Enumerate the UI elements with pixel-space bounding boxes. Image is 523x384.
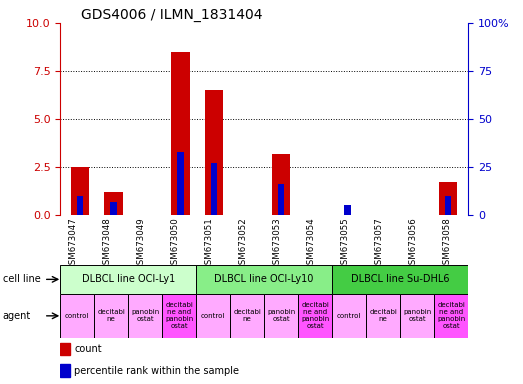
Text: GSM673048: GSM673048 (102, 217, 111, 270)
Bar (177, 152, 184, 215)
Text: GSM673058: GSM673058 (442, 217, 451, 270)
Text: control: control (65, 313, 89, 319)
Bar (162, 294, 196, 338)
Text: GSM673051: GSM673051 (204, 217, 213, 270)
Bar (211, 163, 217, 215)
Bar (345, 205, 351, 215)
Text: panobin
ostat: panobin ostat (403, 310, 431, 322)
Text: GSM673047: GSM673047 (68, 217, 77, 270)
Bar (60, 294, 94, 338)
Bar (94, 294, 128, 338)
Bar (60, 265, 196, 294)
Text: GSM673049: GSM673049 (136, 217, 145, 270)
Bar (196, 265, 332, 294)
Bar (128, 294, 162, 338)
Bar (434, 294, 468, 338)
Text: GSM673054: GSM673054 (306, 217, 315, 270)
Text: decitabi
ne: decitabi ne (233, 310, 261, 322)
Bar (298, 294, 332, 338)
Bar (110, 202, 117, 215)
Text: panobin
ostat: panobin ostat (267, 310, 295, 322)
Text: control: control (201, 313, 225, 319)
Text: decitabi
ne: decitabi ne (97, 310, 125, 322)
Bar (60, 364, 70, 377)
Bar (71, 167, 89, 215)
Text: decitabi
ne and
panobin
ostat: decitabi ne and panobin ostat (437, 302, 465, 329)
Text: DLBCL line OCI-Ly1: DLBCL line OCI-Ly1 (82, 274, 175, 285)
Bar (172, 52, 190, 215)
Text: GSM673056: GSM673056 (408, 217, 417, 270)
Bar (230, 294, 264, 338)
Bar (400, 294, 434, 338)
Text: GSM673055: GSM673055 (340, 217, 349, 270)
Bar (264, 294, 298, 338)
Text: agent: agent (3, 311, 31, 321)
Bar (205, 90, 223, 215)
Bar (332, 294, 366, 338)
Bar (439, 182, 457, 215)
Bar (60, 343, 70, 356)
Bar (278, 184, 284, 215)
Text: GSM673053: GSM673053 (272, 217, 281, 270)
Bar (332, 265, 468, 294)
Bar (271, 154, 290, 215)
Bar (445, 196, 451, 215)
Text: GSM673052: GSM673052 (238, 217, 247, 270)
Text: GSM673050: GSM673050 (170, 217, 179, 270)
Bar (196, 294, 230, 338)
Text: percentile rank within the sample: percentile rank within the sample (74, 366, 240, 376)
Text: decitabi
ne: decitabi ne (369, 310, 397, 322)
Text: cell line: cell line (3, 274, 40, 285)
Text: DLBCL line OCI-Ly10: DLBCL line OCI-Ly10 (214, 274, 314, 285)
Text: decitabi
ne and
panobin
ostat: decitabi ne and panobin ostat (301, 302, 329, 329)
Bar (105, 192, 123, 215)
Text: decitabi
ne and
panobin
ostat: decitabi ne and panobin ostat (165, 302, 194, 329)
Bar (77, 196, 84, 215)
Text: panobin
ostat: panobin ostat (131, 310, 160, 322)
Text: GDS4006 / ILMN_1831404: GDS4006 / ILMN_1831404 (81, 8, 262, 22)
Text: DLBCL line Su-DHL6: DLBCL line Su-DHL6 (351, 274, 449, 285)
Text: control: control (337, 313, 361, 319)
Text: GSM673057: GSM673057 (374, 217, 383, 270)
Bar (366, 294, 400, 338)
Text: count: count (74, 344, 102, 354)
